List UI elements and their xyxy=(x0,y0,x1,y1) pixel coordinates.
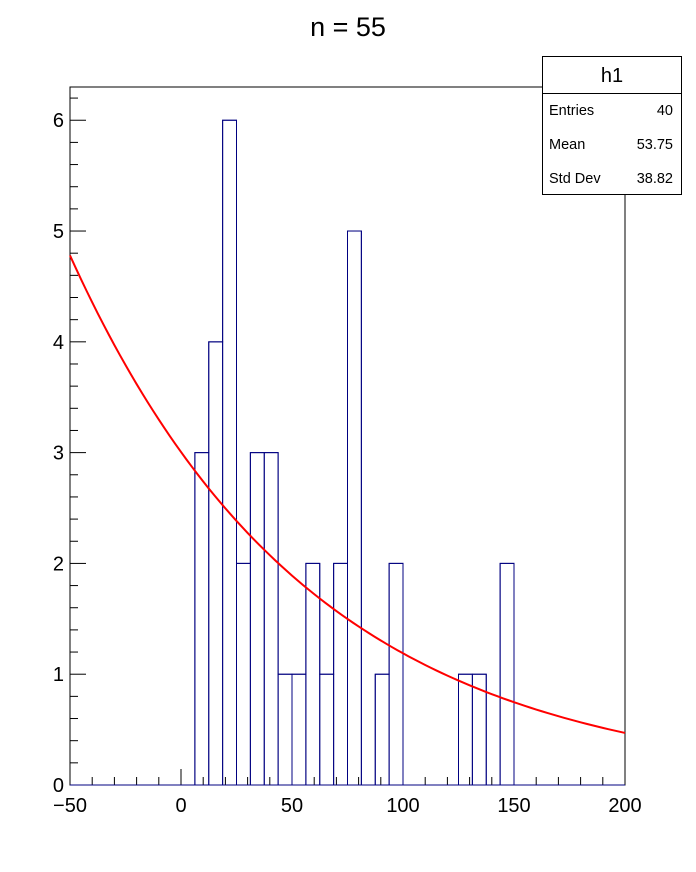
x-axis-tick-labels: −50 0 50 100 150 200 xyxy=(53,795,642,817)
histogram-bin xyxy=(458,673,473,786)
y-tick-label: 1 xyxy=(53,664,64,686)
histogram-bin xyxy=(277,673,293,786)
histogram-bin xyxy=(194,452,210,786)
x-tick-label: −50 xyxy=(53,795,87,817)
y-tick-label: 4 xyxy=(53,332,64,354)
x-tick-label: 100 xyxy=(386,795,419,817)
stats-title: h1 xyxy=(543,57,681,94)
y-tick-label: 0 xyxy=(53,775,64,797)
histogram-bin xyxy=(374,673,390,786)
stats-label: Entries xyxy=(549,103,595,119)
y-tick-label: 6 xyxy=(53,110,64,132)
y-tick-label: 2 xyxy=(53,553,64,575)
histogram-bin xyxy=(333,562,348,786)
histogram-bin xyxy=(499,562,515,786)
histogram-layer xyxy=(70,119,625,786)
chart-title: n = 55 xyxy=(310,12,386,42)
fit-curve xyxy=(69,254,626,734)
stats-value: 38.82 xyxy=(636,171,673,187)
y-axis-ticks xyxy=(70,97,86,786)
stats-box: h1 Entries 40 Mean 53.75 Std Dev 38.82 xyxy=(542,56,682,195)
histogram-bin xyxy=(291,673,307,786)
histogram-bin xyxy=(388,562,404,786)
stats-value: 53.75 xyxy=(636,137,673,153)
fit-layer xyxy=(69,254,626,734)
histogram-bin xyxy=(319,673,335,786)
histogram-bin xyxy=(471,673,487,786)
y-axis-tick-labels: 0 1 2 3 4 5 6 xyxy=(53,110,64,797)
y-tick-label: 3 xyxy=(53,443,64,465)
stats-row-entries: Entries 40 xyxy=(549,103,673,119)
x-tick-label: 0 xyxy=(175,795,186,817)
histogram-bin xyxy=(347,230,362,786)
y-tick-label: 5 xyxy=(53,221,64,243)
x-tick-label: 200 xyxy=(608,795,641,817)
stats-row-std-dev: Std Dev 38.82 xyxy=(549,171,673,187)
stats-label: Std Dev xyxy=(549,171,601,187)
histogram-bin xyxy=(236,562,251,786)
x-tick-label: 50 xyxy=(281,795,303,817)
histogram-bin xyxy=(222,119,237,786)
stats-value: 40 xyxy=(656,103,673,119)
stats-row-mean: Mean 53.75 xyxy=(549,137,673,153)
histogram-bin xyxy=(263,452,279,786)
x-tick-label: 150 xyxy=(497,795,530,817)
histogram-bin xyxy=(208,341,224,786)
stats-label: Mean xyxy=(549,137,586,153)
histogram-bin xyxy=(249,452,265,786)
